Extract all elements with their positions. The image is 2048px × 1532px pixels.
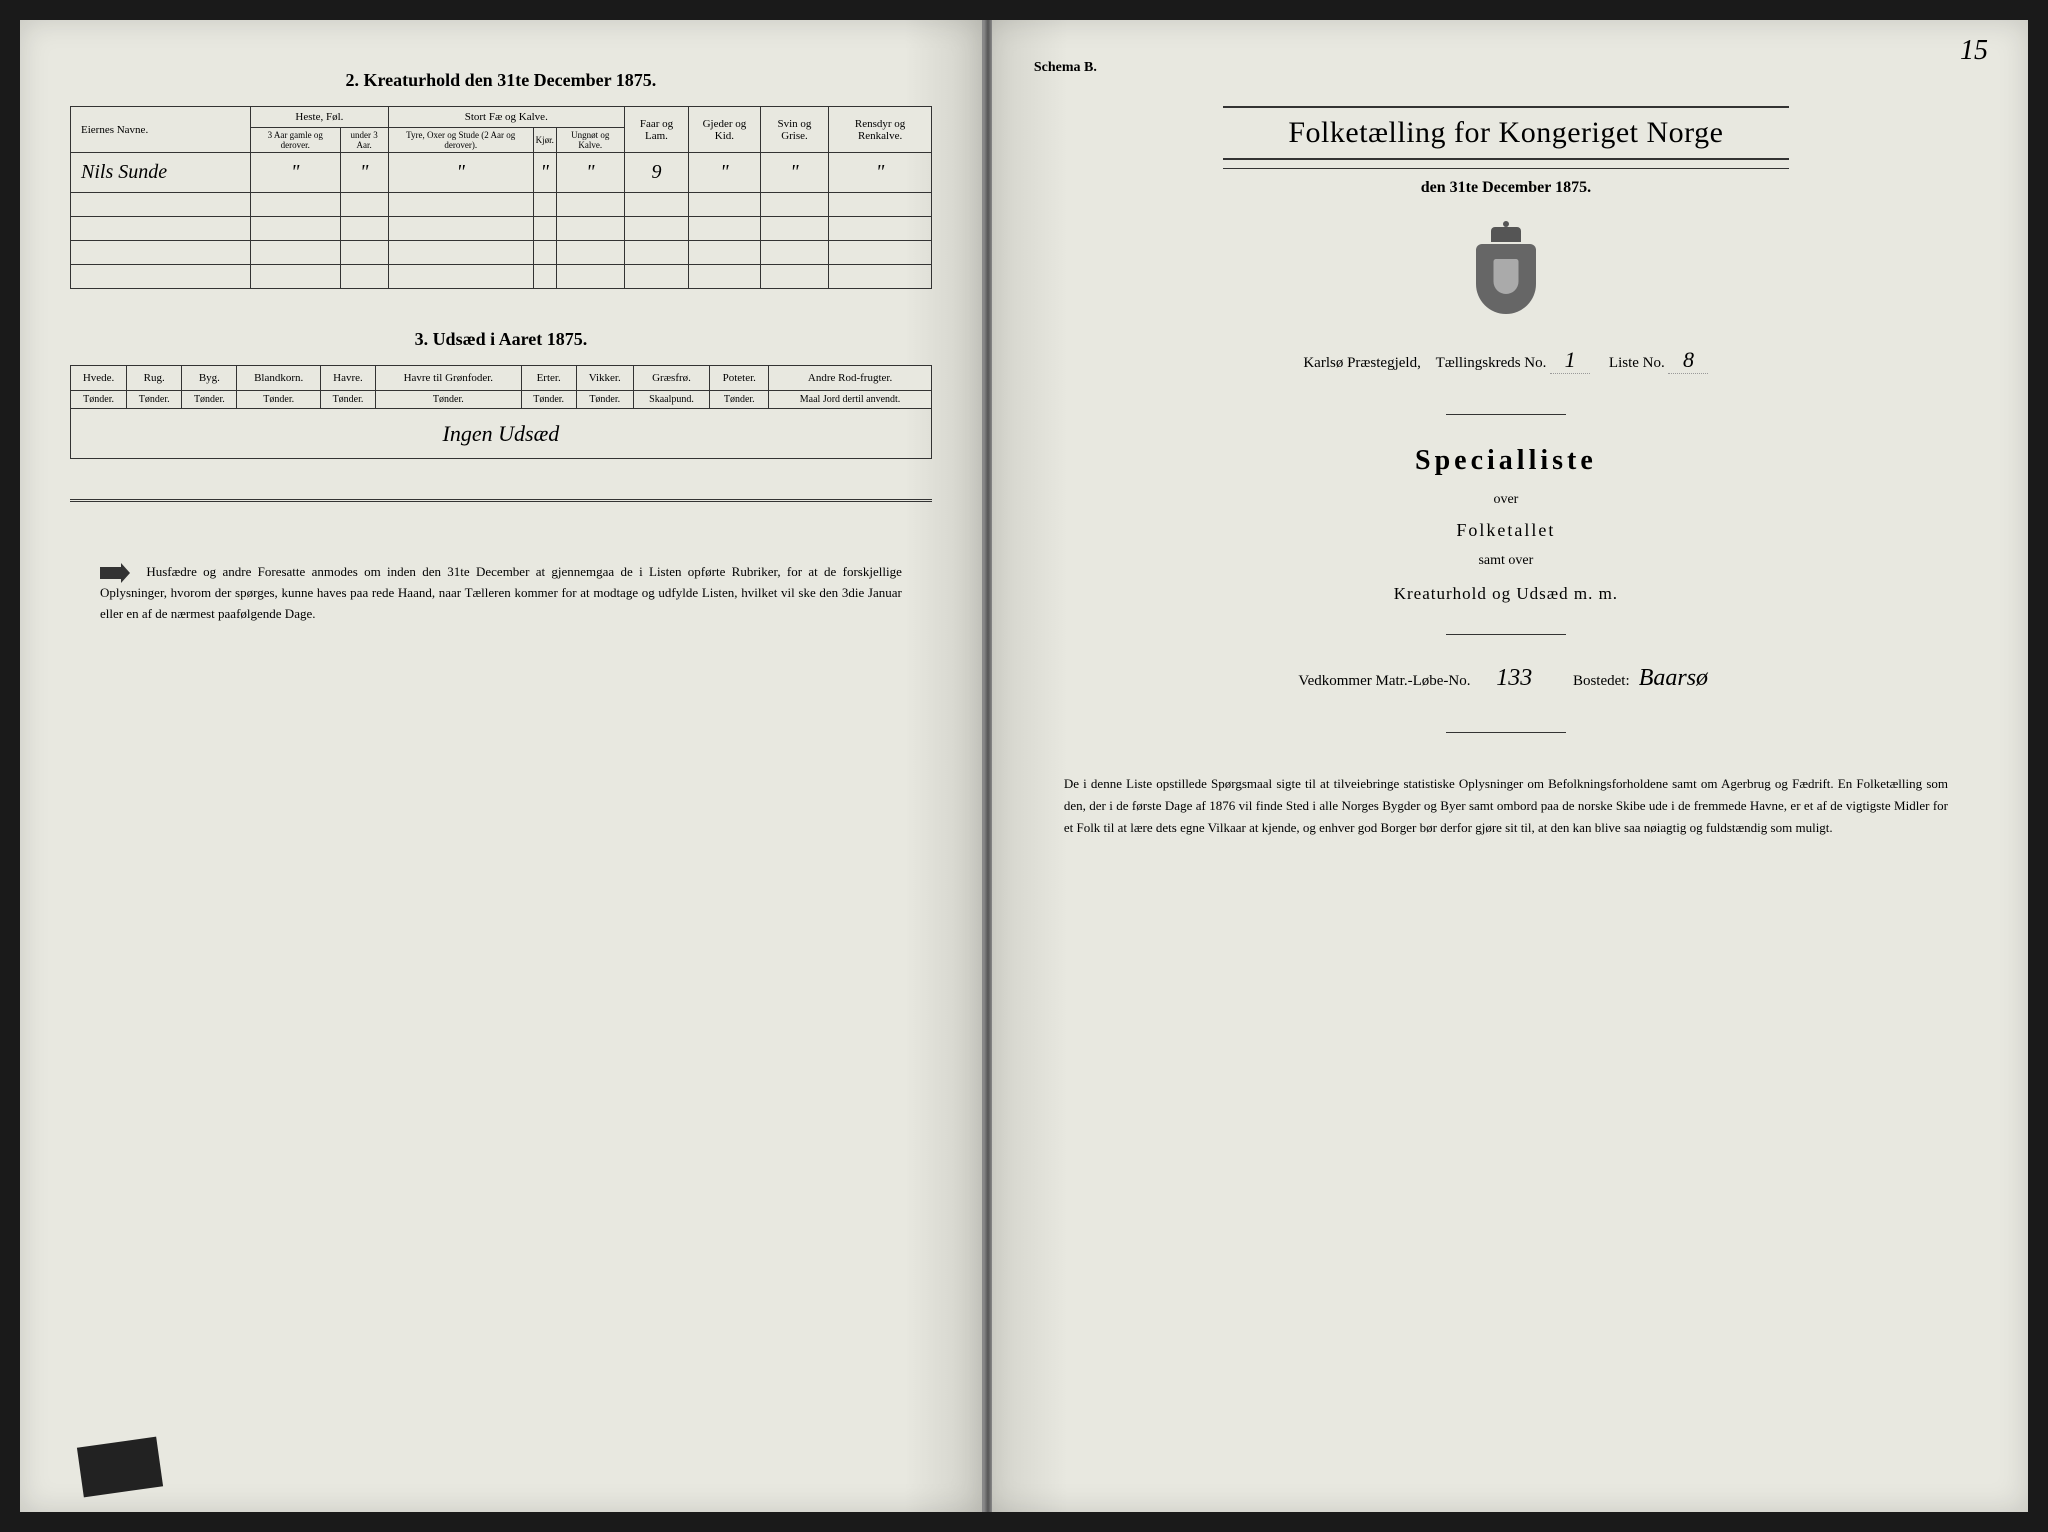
divider xyxy=(1446,732,1566,733)
unit-other: Maal Jord dertil anvendt. xyxy=(769,391,932,409)
unit: Tønder. xyxy=(376,391,522,409)
seed-entry: Ingen Udsæd xyxy=(71,409,932,459)
col-h1: 3 Aar gamle og derover. xyxy=(251,128,341,153)
table-row: Ingen Udsæd xyxy=(71,409,932,459)
unit: Tønder. xyxy=(71,391,127,409)
col-vetch: Vikker. xyxy=(576,366,633,391)
col-c1: Tyre, Oxer og Stude (2 Aar og derover). xyxy=(388,128,533,153)
col-reindeer: Rensdyr og Renkalve. xyxy=(829,107,931,153)
cell-c2: " xyxy=(533,153,556,193)
col-peas: Erter. xyxy=(521,366,576,391)
sub-date: den 31te December 1875. xyxy=(1034,179,1978,197)
col-oats: Havre. xyxy=(320,366,375,391)
divider xyxy=(1446,634,1566,635)
list-number: 8 xyxy=(1668,347,1708,374)
table-row xyxy=(71,265,932,289)
seed-table: Hvede. Rug. Byg. Blandkorn. Havre. Havre… xyxy=(70,365,932,459)
table-row xyxy=(71,241,932,265)
col-horses: Heste, Føl. xyxy=(251,107,389,128)
over-label: over xyxy=(1034,492,1978,508)
matr-number: 133 xyxy=(1474,665,1554,692)
unit: Tønder. xyxy=(320,391,375,409)
unit: Tønder. xyxy=(521,391,576,409)
title-rule-thin xyxy=(1223,168,1789,169)
col-potato: Poteter. xyxy=(710,366,769,391)
unit: Tønder. xyxy=(237,391,320,409)
main-title: Folketælling for Kongeriget Norge xyxy=(1034,116,1978,150)
right-page: 15 Schema B. Folketælling for Kongeriget… xyxy=(984,20,2028,1512)
matr-label: Vedkommer Matr.-Løbe-No. xyxy=(1298,673,1470,689)
title-rule xyxy=(1223,158,1789,160)
book-spine xyxy=(984,20,992,1512)
district-number: 1 xyxy=(1550,347,1590,374)
col-oatsgreen: Havre til Grønfoder. xyxy=(376,366,522,391)
table-row xyxy=(71,193,932,217)
cell-h2: " xyxy=(340,153,388,193)
section3-title: 3. Udsæd i Aaret 1875. xyxy=(70,329,932,350)
col-wheat: Hvede. xyxy=(71,366,127,391)
bosted-name: Baarsø xyxy=(1633,665,1713,692)
schema-label: Schema B. xyxy=(1034,60,1978,76)
folketallet-label: Folketallet xyxy=(1034,520,1978,541)
pointing-hand-icon xyxy=(100,563,130,583)
col-owner: Eiernes Navne. xyxy=(71,107,251,153)
cell-c3: " xyxy=(556,153,624,193)
unit-grass: Skaalpund. xyxy=(633,391,710,409)
cell-h1: " xyxy=(251,153,341,193)
col-c3: Ungnøt og Kalve. xyxy=(556,128,624,153)
book-spread: 2. Kreaturhold den 31te December 1875. E… xyxy=(20,20,2028,1512)
list-label: Liste No. xyxy=(1609,355,1665,371)
bosted-label: Bostedet: xyxy=(1573,673,1630,689)
col-rye: Rug. xyxy=(127,366,182,391)
col-other: Andre Rod-frugter. xyxy=(769,366,932,391)
unit: Tønder. xyxy=(127,391,182,409)
table-row xyxy=(71,217,932,241)
page-number: 15 xyxy=(1960,35,1988,67)
coat-of-arms-icon xyxy=(1466,227,1546,317)
col-c2: Kjør. xyxy=(533,128,556,153)
cell-sheep: 9 xyxy=(624,153,689,193)
kreatur-label: Kreaturhold og Udsæd m. m. xyxy=(1034,584,1978,604)
cell-reindeer: " xyxy=(829,153,931,193)
cell-c1: " xyxy=(388,153,533,193)
cell-goats: " xyxy=(689,153,760,193)
samt-label: samt over xyxy=(1034,553,1978,569)
unit: Tønder. xyxy=(182,391,237,409)
cell-owner: Nils Sunde xyxy=(71,153,251,193)
parish-label: Karlsø Præstegjeld, xyxy=(1303,355,1421,371)
unit: Tønder. xyxy=(710,391,769,409)
table-row: Nils Sunde " " " " " 9 " " " xyxy=(71,153,932,193)
col-h2: under 3 Aar. xyxy=(340,128,388,153)
section2-title: 2. Kreaturhold den 31te December 1875. xyxy=(70,70,932,91)
footer-note: Husfædre og andre Foresatte anmodes om i… xyxy=(70,562,932,625)
specialliste-title: Specialliste xyxy=(1034,445,1978,477)
col-pigs: Svin og Grise. xyxy=(760,107,829,153)
col-cattle: Stort Fæ og Kalve. xyxy=(388,107,624,128)
census-district-line: Karlsø Præstegjeld, Tællingskreds No. 1 … xyxy=(1034,347,1978,374)
cell-pigs: " xyxy=(760,153,829,193)
col-sheep: Faar og Lam. xyxy=(624,107,689,153)
district-label: Tællingskreds No. xyxy=(1436,355,1547,371)
col-grass: Græsfrø. xyxy=(633,366,710,391)
livestock-table: Eiernes Navne. Heste, Føl. Stort Fæ og K… xyxy=(70,106,932,289)
col-mixed: Blandkorn. xyxy=(237,366,320,391)
divider xyxy=(1446,414,1566,415)
corner-tab xyxy=(77,1437,163,1498)
divider xyxy=(70,499,932,502)
unit: Tønder. xyxy=(576,391,633,409)
left-page: 2. Kreaturhold den 31te December 1875. E… xyxy=(20,20,984,1512)
vedkommer-line: Vedkommer Matr.-Løbe-No. 133 Bostedet: B… xyxy=(1034,665,1978,692)
col-barley: Byg. xyxy=(182,366,237,391)
bottom-paragraph: De i denne Liste opstillede Spørgsmaal s… xyxy=(1034,773,1978,839)
title-rule xyxy=(1223,106,1789,108)
col-goats: Gjeder og Kid. xyxy=(689,107,760,153)
footer-text: Husfædre og andre Foresatte anmodes om i… xyxy=(100,564,902,621)
